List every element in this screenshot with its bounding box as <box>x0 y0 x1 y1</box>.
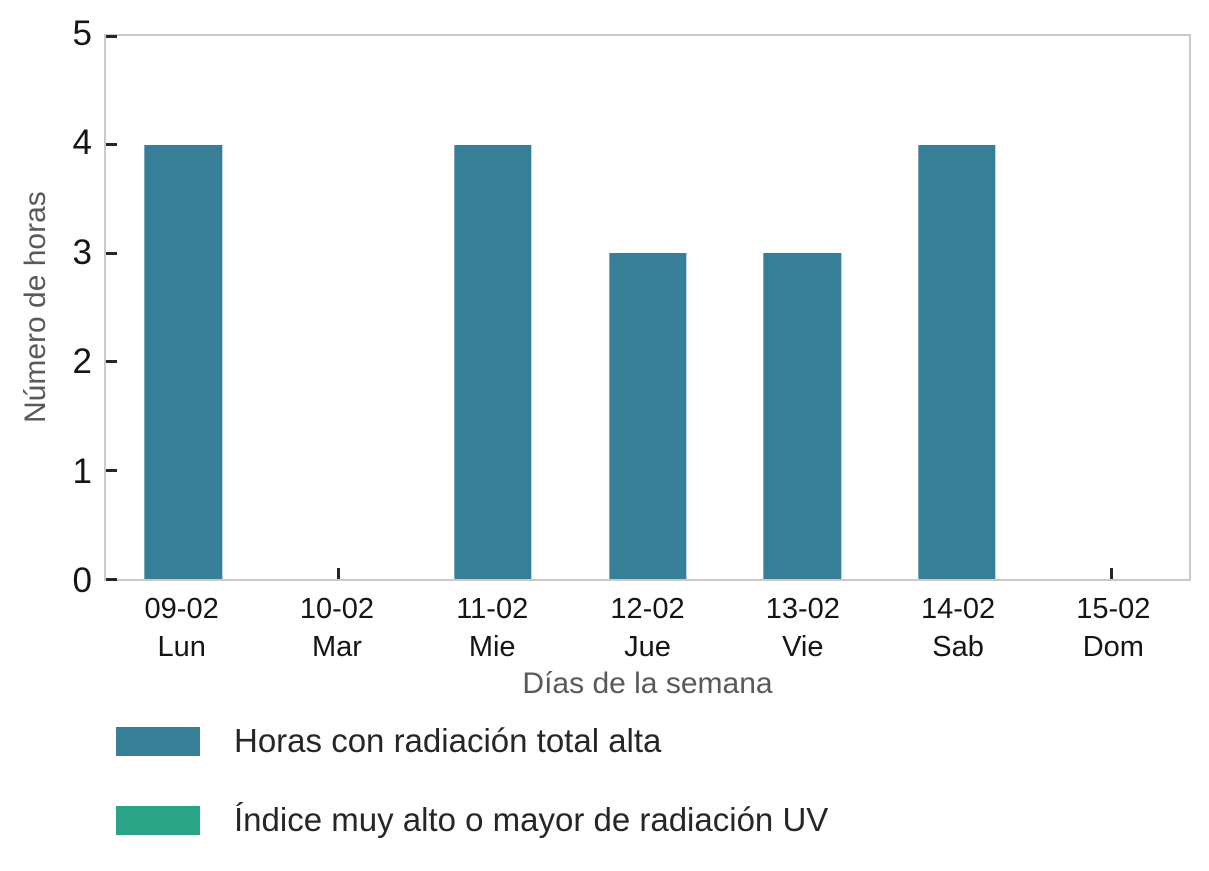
x-tick-mark <box>336 568 340 579</box>
y-tick-mark <box>106 34 117 38</box>
y-tick-mark <box>106 143 117 147</box>
bar-11-02 <box>454 144 532 579</box>
y-tick-label: 3 <box>72 232 92 272</box>
x-tick-day: Mar <box>311 631 362 663</box>
x-tick-label: 10-02 Mar <box>300 590 374 666</box>
x-tick-label: 14-02 Sab <box>921 590 995 666</box>
x-tick-date: 11-02 <box>456 593 529 625</box>
legend-item-indice-uv: Índice muy alto o mayor de radiación UV <box>116 801 828 839</box>
y-tick-label: 0 <box>72 561 92 600</box>
x-tick-labels: 09-02 Lun 10-02 Mar 11-02 Mie 12-02 Jue 13-02 Vie… <box>104 590 1191 670</box>
x-tick-date: 10-02 <box>299 593 375 625</box>
y-tick-mark <box>106 360 117 364</box>
x-tick-day: Sab <box>932 631 984 663</box>
y-tick-labels: 0 1 2 3 4 5 <box>0 14 92 600</box>
y-tick-label: 1 <box>72 451 92 491</box>
y-tick-label: 4 <box>72 123 92 163</box>
x-tick-label: 15-02 Dom <box>1076 590 1150 666</box>
legend-label-radiacion-total: Horas con radiación total alta <box>234 722 662 759</box>
x-axis-label: Días de la semana <box>522 667 773 700</box>
bar-12-02 <box>608 253 687 579</box>
x-tick-label: 09-02 Lun <box>145 590 219 666</box>
x-tick-label: 11-02 Mie <box>456 590 528 666</box>
bar-13-02 <box>763 253 841 579</box>
x-tick-label: 12-02 Jue <box>610 590 684 666</box>
y-tick-mark <box>106 468 117 472</box>
x-tick-date: 15-02 <box>1076 593 1151 625</box>
x-tick-date: 12-02 <box>610 593 685 625</box>
y-tick-mark <box>106 251 117 255</box>
x-tick-day: Lun <box>157 631 206 663</box>
y-tick-label: 2 <box>72 342 92 382</box>
x-tick-day: Dom <box>1082 631 1144 663</box>
legend-swatch-indice-uv <box>116 805 200 835</box>
legend-item-radiacion-total: Horas con radiación total alta <box>116 722 828 760</box>
y-tick-label: 5 <box>72 14 92 53</box>
x-tick-mark <box>1110 568 1114 579</box>
y-tick-mark <box>106 577 117 581</box>
legend-swatch-radiacion-total <box>116 726 200 756</box>
x-tick-day: Jue <box>624 631 671 663</box>
x-tick-label: 13-02 Vie <box>766 590 840 666</box>
legend: Horas con radiación total alta Índice mu… <box>116 722 828 839</box>
x-tick-day: Vie <box>782 631 824 663</box>
x-tick-date: 14-02 <box>920 593 996 625</box>
legend-label-indice-uv: Índice muy alto o mayor de radiación UV <box>234 801 829 838</box>
x-tick-date: 09-02 <box>144 593 219 625</box>
bar-09-02 <box>144 144 223 579</box>
x-tick-day: Mie <box>468 631 516 663</box>
x-tick-date: 13-02 <box>765 593 840 625</box>
plot-area <box>104 34 1191 581</box>
bar-14-02 <box>918 144 996 579</box>
